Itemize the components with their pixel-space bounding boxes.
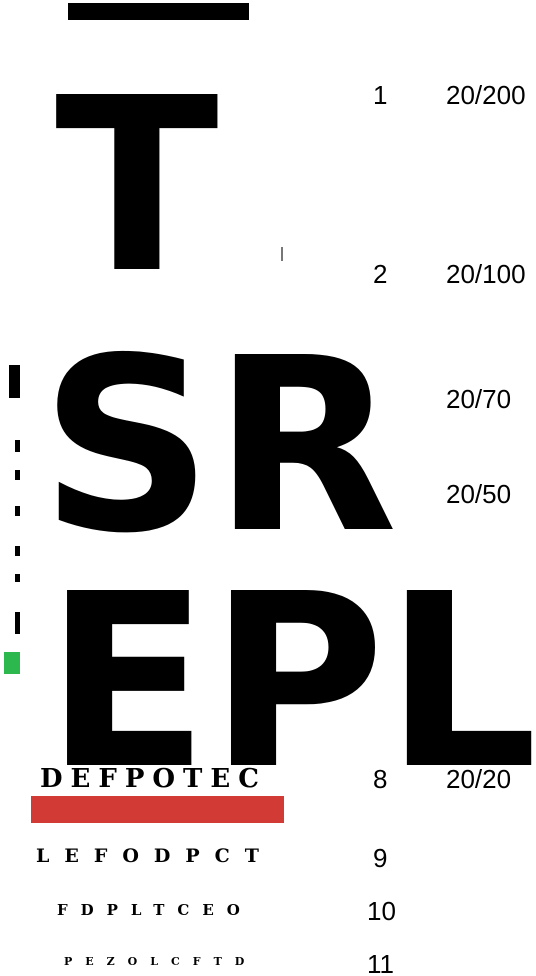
edge-mark [15, 546, 20, 556]
edge-mark [15, 574, 20, 582]
row-number-11: 11 [367, 949, 394, 976]
top-bar [68, 3, 249, 20]
edge-mark [15, 440, 20, 452]
edge-mark [15, 470, 20, 480]
letter-row-11: PEZOLCFTD [64, 955, 258, 968]
letter-row-10: FDPLTCEO [57, 901, 253, 919]
acuity-label-1: 20/200 [446, 80, 526, 110]
acuity-label-3: 20/70 [446, 384, 512, 414]
green-bar [4, 652, 20, 674]
row-number-1: 1 [373, 80, 388, 110]
letter-row-1: T [55, 46, 219, 326]
row-number-10: 10 [367, 896, 396, 926]
letter-row-9: LEFODPCT [36, 845, 274, 867]
divider-mark [281, 247, 283, 261]
letter-row-3: SR [40, 306, 398, 586]
acuity-label-8: 20/20 [446, 764, 512, 794]
row-number-2: 2 [373, 259, 388, 289]
red-bar [31, 796, 284, 823]
acuity-label-2: 20/100 [446, 259, 526, 289]
edge-mark [9, 365, 20, 398]
letter-row-8: DEFPOTEC [40, 764, 267, 794]
row-number-9: 9 [373, 843, 388, 873]
acuity-label-4: 20/50 [446, 479, 512, 509]
letter-row-7: EPL [45, 542, 536, 822]
edge-mark [15, 506, 20, 516]
edge-mark [15, 612, 20, 634]
row-number-8: 8 [373, 764, 388, 794]
